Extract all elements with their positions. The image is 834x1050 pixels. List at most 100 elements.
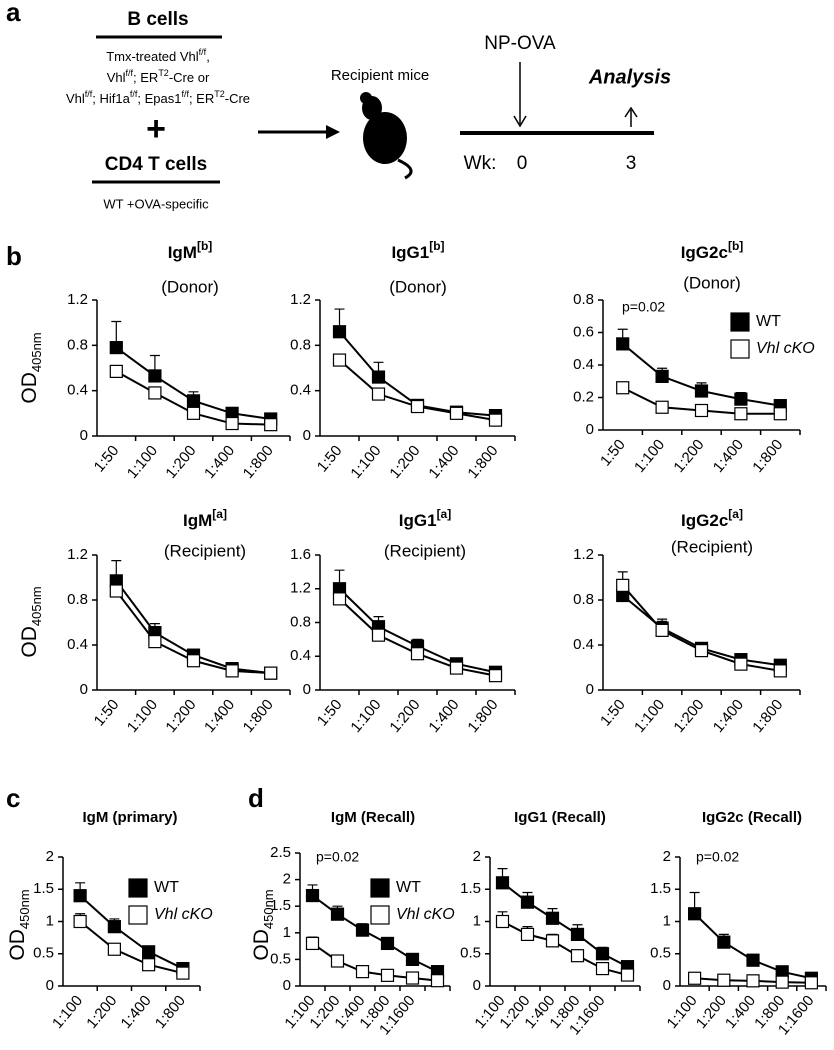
y-tick-label: 0.4 [573, 356, 594, 373]
x-tick-label: 1:100 [124, 696, 161, 736]
y-label-text: OD [250, 929, 273, 961]
marker [142, 945, 156, 959]
marker [655, 369, 669, 383]
marker [545, 911, 560, 925]
marker [355, 965, 370, 979]
y-tick-label: 1.2 [67, 291, 88, 308]
legend-swatch [128, 878, 148, 898]
y-tick-label: 1 [46, 912, 54, 929]
marker [107, 920, 121, 934]
marker [148, 369, 162, 383]
marker [687, 907, 702, 921]
marker [620, 968, 635, 982]
title-text: IgG1 (Recall) [514, 809, 606, 826]
arrowhead [326, 125, 340, 139]
chart-title: IgG2c[b] [681, 239, 744, 262]
title-text: IgM (primary) [82, 809, 177, 826]
y-tick-label: 0.5 [460, 945, 481, 962]
y-tick-label: 0.8 [573, 591, 594, 608]
marker [355, 923, 370, 937]
y-tick-label: 0.4 [290, 647, 311, 664]
marker [305, 888, 320, 903]
marker [148, 386, 162, 400]
marker [570, 927, 585, 942]
chart-title: IgM[b] [168, 239, 213, 262]
b-cells-line: Vhlf/f; ERT2-Cre or [107, 68, 210, 85]
x-tick-label: 1:100 [124, 442, 161, 482]
y-tick-label: 0.2 [573, 388, 594, 405]
chart-title: IgG2c (Recall) [702, 809, 802, 826]
marker [746, 953, 760, 967]
x-tick-label: 1:800 [464, 442, 501, 482]
marker [371, 628, 386, 642]
marker [380, 968, 395, 982]
immunization-label: NP-OVA [484, 33, 556, 54]
chart-title: IgG2c[a] [681, 507, 743, 530]
chart-title: IgG1[b] [391, 239, 444, 262]
y-tick-label: 0 [283, 977, 291, 994]
y-tick-label: 2 [46, 848, 54, 865]
marker [746, 974, 760, 988]
x-tick-label: 1:200 [693, 992, 730, 1032]
panel-label: b [6, 241, 22, 271]
marker [109, 584, 123, 598]
marker [332, 353, 347, 367]
y-tick-label: 0 [303, 681, 311, 698]
y-tick-label: 0 [80, 681, 88, 698]
legend-label: Vhl cKO [396, 906, 455, 923]
chart-title: IgM (Recall) [331, 809, 415, 826]
title-text: IgM (Recall) [331, 809, 415, 826]
x-tick-label: 1:800 [240, 696, 277, 736]
superscript: f/f [126, 68, 134, 78]
marker [694, 644, 709, 658]
marker [109, 364, 123, 378]
marker [804, 976, 819, 990]
y-tick-label: 0.8 [290, 613, 311, 630]
legend-label: WT [756, 313, 781, 330]
x-tick-label: 1:400 [118, 992, 155, 1032]
title-text: IgG1 [391, 243, 429, 262]
text-segment: ; ER [189, 91, 214, 106]
y-label-subscript: 405nm [29, 332, 44, 372]
y-tick-label: 1.5 [270, 897, 291, 914]
marker [186, 654, 201, 668]
marker [305, 936, 320, 951]
y-tick-label: 0 [46, 977, 54, 994]
legend-label: Vhl cKO [756, 340, 815, 357]
x-tick-label: 1:400 [425, 442, 462, 482]
chart-title: IgG1[a] [399, 507, 451, 530]
chart-subtitle: (Recipient) [164, 541, 246, 560]
text-segment: -Cre [225, 91, 250, 106]
plus: + [146, 110, 166, 148]
y-tick-label: 0 [663, 977, 671, 994]
x-tick-label: 1:100 [664, 992, 701, 1032]
superscript: T2 [158, 68, 169, 78]
marker [410, 647, 425, 661]
chart-subtitle: (Donor) [161, 277, 219, 296]
t-cells-title: CD4 T cells [105, 154, 207, 175]
y-tick-label: 1.5 [460, 880, 481, 897]
marker [430, 974, 445, 988]
marker [449, 661, 464, 675]
x-tick-label: 1:200 [386, 696, 423, 736]
y-tick-label: 0 [586, 421, 594, 438]
marker [264, 666, 278, 680]
b-cells-lines: Tmx-treated Vhlf/f,Vhlf/f; ERT2-Cre orVh… [66, 47, 250, 106]
chart-subtitle: (Donor) [389, 277, 447, 296]
x-tick-label: 1:200 [670, 436, 707, 476]
title-text: IgG1 [399, 511, 437, 530]
y-label-subscript: 405nm [29, 586, 44, 626]
x-tick-label: 1:400 [201, 696, 238, 736]
panel-label: a [6, 0, 21, 27]
marker [694, 384, 709, 398]
text-segment: ; Hif1a [92, 91, 130, 106]
annotation: p=0.02 [696, 849, 739, 865]
marker [410, 399, 425, 414]
x-tick-label: 1:800 [749, 436, 786, 476]
x-tick-label: 1:50 [314, 442, 346, 475]
marker [380, 936, 395, 951]
marker [655, 400, 669, 414]
chart-subtitle: (Donor) [683, 273, 741, 292]
y-tick-label: 0.5 [270, 950, 291, 967]
